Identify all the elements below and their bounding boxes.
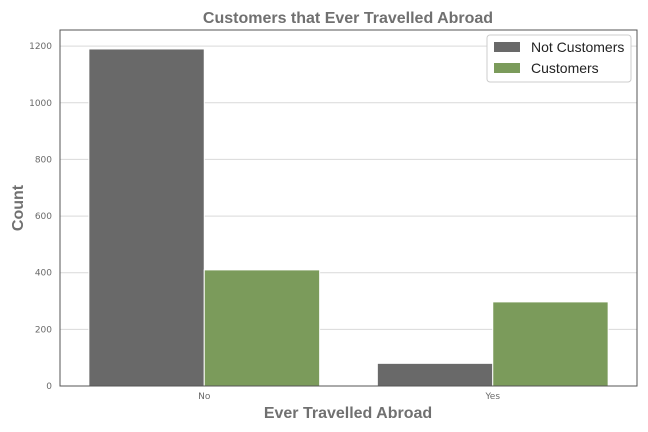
legend-label: Customers [531,60,599,76]
y-tick-label: 600 [35,212,52,222]
x-tick-label: Yes [484,392,500,402]
x-tick-label: No [198,392,211,402]
plot-frame [59,29,638,387]
bar-not-customers-yes [376,362,494,387]
y-tick-label: 1000 [29,99,52,109]
bar-not-customers-no [88,48,205,387]
bar-customers-no [203,269,321,387]
x-axis-ticks: No Yes [198,392,500,402]
y-axis-label: Count [10,184,27,231]
legend-swatch [494,63,520,73]
legend: Not Customers Customers [486,34,632,83]
legend-label: Not Customers [531,39,624,55]
y-tick-label: 200 [35,325,52,335]
bars [88,48,609,387]
y-tick-label: 400 [35,269,52,279]
y-tick-label: 800 [35,155,52,165]
x-axis-label: Ever Travelled Abroad [264,405,432,422]
y-tick-label: 1200 [29,42,52,52]
legend-box [486,34,632,83]
chart-title: Customers that Ever Travelled Abroad [203,10,493,27]
legend-swatch [494,42,520,52]
y-axis-ticks: 0 200 400 600 800 1000 1200 [29,42,52,392]
y-tick-label: 0 [46,382,52,392]
bar-customers-yes [492,301,609,387]
